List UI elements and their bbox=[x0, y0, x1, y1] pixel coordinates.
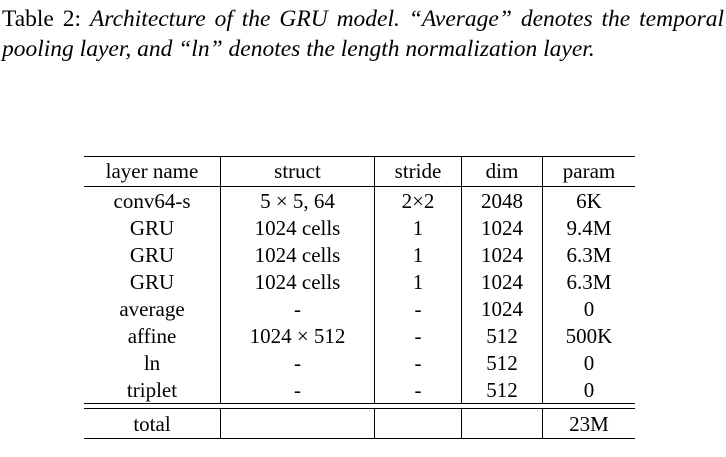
cell-param: 6K bbox=[542, 186, 635, 214]
cell-stride: - bbox=[374, 349, 462, 376]
cell-struct: - bbox=[220, 349, 375, 376]
cell-struct: 5 × 5, 64 bbox=[220, 186, 375, 214]
total-label: total bbox=[84, 408, 221, 439]
cell-param: 6.3M bbox=[566, 243, 612, 267]
table-row: average - - 1024 0 bbox=[84, 295, 635, 322]
cell-struct: 1024 × 512 bbox=[220, 322, 375, 349]
header-param: param bbox=[542, 156, 635, 187]
cell-layer-name: GRU bbox=[84, 241, 221, 268]
cell-layer-name: triplet bbox=[84, 376, 221, 404]
header-stride: stride bbox=[374, 156, 462, 187]
cell-stride: 1 bbox=[374, 241, 462, 268]
header-dim: dim bbox=[461, 156, 543, 187]
total-stride bbox=[374, 408, 462, 439]
table-row: affine 1024 × 512 - 512 500K bbox=[84, 322, 635, 349]
table-caption: Table 2: Architecture of the GRU model. … bbox=[2, 4, 724, 64]
cell-struct: - bbox=[220, 376, 375, 404]
cell-dim: 1024 bbox=[461, 268, 543, 295]
table-row: ln - - 512 0 bbox=[84, 349, 635, 376]
table-row: GRU 1024 cells 1 1024 9.4M bbox=[84, 214, 635, 241]
cell-dim: 512 bbox=[461, 322, 543, 349]
total-dim bbox=[461, 408, 543, 439]
table-row: GRU 1024 cells 1 1024 6.3M bbox=[84, 241, 635, 268]
header-struct: struct bbox=[220, 156, 375, 187]
cell-layer-name: conv64-s bbox=[84, 186, 221, 214]
cell-layer-name: ln bbox=[84, 349, 221, 376]
table-header-row: layer name struct stride dim param bbox=[84, 156, 635, 187]
cell-dim: 1024 bbox=[461, 295, 543, 322]
cell-dim: 512 bbox=[461, 376, 543, 404]
cell-param: 9.4M bbox=[566, 216, 612, 240]
cell-stride: 2×2 bbox=[374, 186, 462, 214]
cell-param: 500K bbox=[565, 324, 613, 348]
cell-stride: 1 bbox=[374, 268, 462, 295]
cell-param: 0 bbox=[583, 351, 595, 375]
cell-struct: 1024 cells bbox=[220, 268, 375, 295]
table-row: conv64-s 5 × 5, 64 2×2 2048 6K bbox=[84, 186, 635, 214]
cell-dim: 1024 bbox=[461, 214, 543, 241]
caption-text: Architecture of the GRU model. “Average”… bbox=[2, 6, 724, 62]
total-param: 23M bbox=[542, 408, 635, 439]
table-row: triplet - - 512 0 bbox=[84, 376, 635, 404]
cell-layer-name: affine bbox=[84, 322, 221, 349]
table-total-row: total 23M bbox=[84, 408, 635, 439]
cell-stride: 1 bbox=[374, 214, 462, 241]
total-struct bbox=[220, 408, 375, 439]
cell-layer-name: average bbox=[84, 295, 221, 322]
cell-struct: 1024 cells bbox=[220, 241, 375, 268]
cell-param: 0 bbox=[542, 376, 635, 404]
cell-layer-name: GRU bbox=[84, 268, 221, 295]
cell-struct: - bbox=[220, 295, 375, 322]
cell-stride: - bbox=[374, 376, 462, 404]
cell-stride: - bbox=[374, 295, 462, 322]
cell-param: 0 bbox=[583, 297, 595, 321]
cell-dim: 512 bbox=[461, 349, 543, 376]
cell-dim: 1024 bbox=[461, 241, 543, 268]
cell-param: 6.3M bbox=[566, 270, 612, 294]
cell-dim: 2048 bbox=[461, 186, 543, 214]
header-layer-name: layer name bbox=[84, 156, 221, 187]
architecture-table: layer name struct stride dim param conv6… bbox=[84, 156, 635, 439]
cell-layer-name: GRU bbox=[84, 214, 221, 241]
cell-struct: 1024 cells bbox=[220, 214, 375, 241]
caption-label: Table 2: bbox=[2, 6, 82, 32]
table-row: GRU 1024 cells 1 1024 6.3M bbox=[84, 268, 635, 295]
cell-stride: - bbox=[374, 322, 462, 349]
